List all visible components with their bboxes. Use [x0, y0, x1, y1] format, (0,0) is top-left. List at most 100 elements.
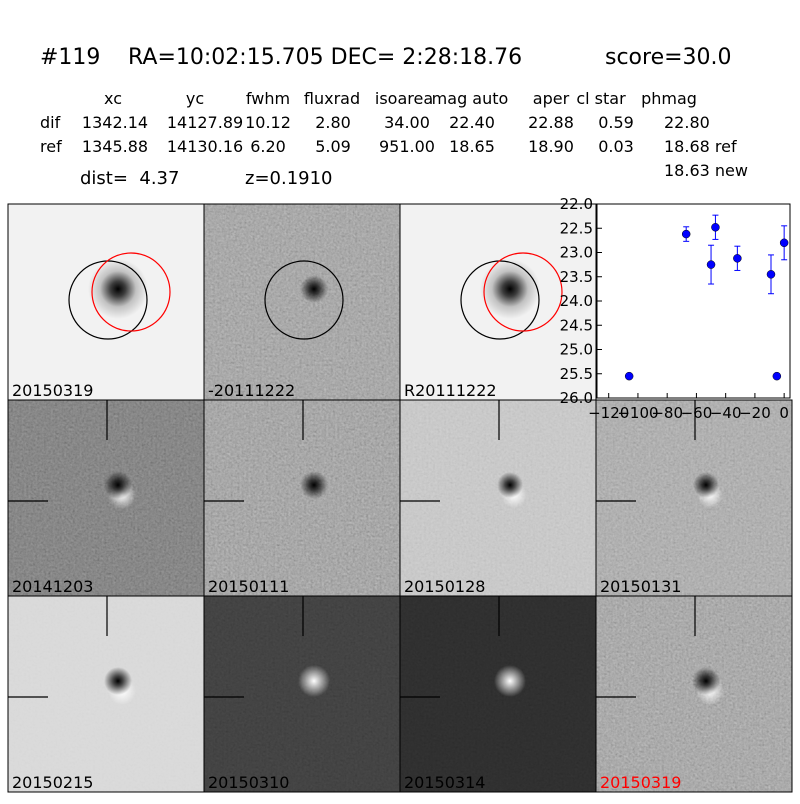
stamp: 20150131	[595, 399, 793, 597]
column-header: isoarea	[375, 89, 433, 108]
cell: 2.80	[315, 113, 351, 132]
column-header: cl star	[576, 89, 626, 108]
stamp-source	[693, 472, 719, 498]
stamp: R20111222	[399, 203, 597, 401]
stamp-label: 20150111	[208, 577, 289, 596]
row-label: dif	[40, 113, 61, 132]
cell: 18.65	[449, 137, 495, 156]
column-header: xc	[104, 89, 122, 108]
column-header: fluxrad	[304, 89, 360, 108]
cell: 18.68 ref	[664, 137, 737, 156]
y-tick-label: 23.5	[560, 268, 593, 286]
cell: 22.40	[449, 113, 495, 132]
y-tick-label: 24.5	[560, 316, 593, 334]
stamp-noise	[204, 204, 400, 400]
column-header: aper	[533, 89, 570, 108]
stamp-source	[104, 471, 132, 499]
data-point	[772, 371, 782, 381]
redshift: z=0.1910	[245, 168, 333, 189]
cell: 951.00	[379, 137, 435, 156]
x-tick-label: −120	[588, 404, 629, 422]
cell: 22.80	[664, 113, 710, 132]
stamp-source	[298, 665, 330, 697]
data-point	[706, 260, 716, 269]
stamp-source	[480, 259, 540, 319]
coordinates: RA=10:02:15.705 DEC= 2:28:18.76	[128, 45, 522, 70]
stamp-label: 20150314	[404, 773, 485, 792]
stamp: 20150215	[7, 595, 205, 793]
row-label: ref	[40, 137, 62, 156]
cell: 14127.89	[167, 113, 243, 132]
aperture-new	[91, 252, 171, 332]
data-point	[733, 254, 742, 263]
y-tick-label: 26.0	[560, 389, 593, 407]
stamp-noise	[204, 400, 400, 596]
column-header: yc	[186, 89, 204, 108]
cell: 14130.16	[167, 137, 243, 156]
data-point	[624, 371, 634, 381]
cell: 0.59	[598, 113, 634, 132]
plot-background	[597, 204, 790, 398]
cell: 1342.14	[82, 113, 148, 132]
data-point	[681, 229, 691, 239]
y-tick-label: 22.0	[560, 195, 593, 213]
stamp-source	[494, 665, 526, 697]
x-tick-label: −60	[681, 404, 713, 422]
y-tick-label: 25.5	[560, 365, 593, 383]
x-tick-label: −80	[651, 404, 683, 422]
x-tick-label: −20	[739, 404, 771, 422]
data-point	[711, 223, 720, 232]
stamp-label: 20150131	[600, 577, 681, 596]
cell: 6.20	[250, 137, 286, 156]
stamp-source	[692, 667, 720, 695]
stamp-label: 20150319	[12, 381, 93, 400]
stamp-label: 20150319	[600, 773, 681, 792]
stamp-noise	[8, 400, 204, 596]
y-tick-label: 24.0	[560, 292, 593, 310]
column-header: mag auto	[432, 89, 509, 108]
cell: 5.09	[315, 137, 351, 156]
stamp-label: 20150310	[208, 773, 289, 792]
object-id: #119	[40, 45, 100, 70]
data-point	[779, 238, 789, 248]
cell: 1345.88	[82, 137, 148, 156]
cell: 18.90	[528, 137, 574, 156]
stamp: 20150310	[203, 595, 401, 793]
cell: 34.00	[384, 113, 430, 132]
stamp-noise	[400, 400, 596, 596]
y-tick-label: 23.0	[560, 244, 593, 262]
stamp-source	[104, 667, 132, 695]
distance: dist= 4.37	[80, 168, 179, 189]
stamp-frame	[595, 595, 793, 793]
stamp-label: R20111222	[404, 381, 497, 400]
stamp: 20150319	[595, 595, 793, 793]
stamp-label: 20141203	[12, 577, 93, 596]
aperture-ref	[264, 260, 344, 340]
stamp-noise	[400, 596, 596, 792]
stamp: 20141203	[7, 399, 205, 597]
x-tick-label: 0	[779, 404, 789, 422]
stamp: 20150319	[7, 203, 205, 401]
stamp-source	[88, 259, 148, 319]
stamp: 20150111	[203, 399, 401, 597]
cell: 18.63 new	[664, 161, 748, 180]
stamp-noise	[204, 596, 400, 792]
plot-frame	[596, 203, 791, 399]
stamp-noise	[596, 596, 792, 792]
y-tick-label: 25.0	[560, 341, 593, 359]
x-tick-label: −100	[617, 404, 658, 422]
stamp-source	[300, 471, 328, 499]
stamp-label: 20150215	[12, 773, 93, 792]
stamp-noise	[8, 596, 204, 792]
stamp-label: 20150128	[404, 577, 485, 596]
stamp-source	[497, 472, 523, 498]
cell: 10.12	[245, 113, 291, 132]
stamp-noise	[596, 400, 792, 596]
stamp: 20150314	[399, 595, 597, 793]
stamp: -20111222	[203, 203, 401, 401]
stamp: 20150128	[399, 399, 597, 597]
column-header: phmag	[641, 89, 697, 108]
stamp-source	[300, 275, 328, 303]
